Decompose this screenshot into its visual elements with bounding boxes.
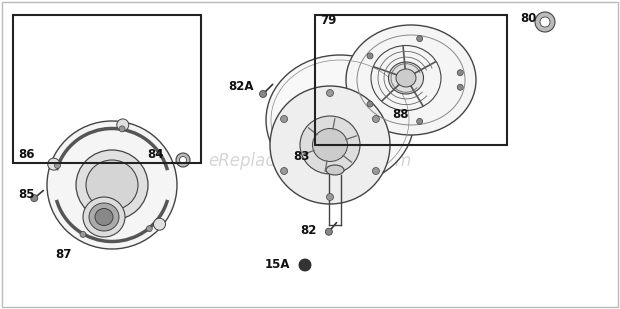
Ellipse shape — [95, 209, 113, 226]
Circle shape — [367, 53, 373, 59]
Circle shape — [457, 70, 463, 76]
Circle shape — [326, 228, 332, 235]
Ellipse shape — [326, 165, 344, 175]
Bar — [13, 15, 201, 163]
Text: 88: 88 — [392, 108, 409, 121]
Circle shape — [48, 158, 60, 170]
Ellipse shape — [346, 25, 476, 135]
Circle shape — [373, 116, 379, 122]
Circle shape — [417, 36, 423, 42]
Circle shape — [299, 259, 311, 271]
Text: eReplacementParts.com: eReplacementParts.com — [208, 152, 412, 170]
Text: 15A: 15A — [265, 259, 291, 272]
Text: 79: 79 — [320, 14, 337, 27]
Text: 87: 87 — [55, 248, 71, 261]
Text: 85: 85 — [18, 188, 35, 201]
Ellipse shape — [300, 116, 360, 174]
Text: 84: 84 — [147, 149, 164, 162]
Circle shape — [176, 153, 190, 167]
Circle shape — [417, 118, 423, 124]
Circle shape — [373, 167, 379, 175]
Circle shape — [180, 156, 187, 163]
Ellipse shape — [83, 197, 125, 237]
Text: 82: 82 — [300, 223, 316, 236]
Text: 82A: 82A — [228, 79, 254, 92]
Circle shape — [31, 195, 38, 202]
Ellipse shape — [396, 69, 416, 87]
Ellipse shape — [389, 62, 423, 94]
Circle shape — [55, 163, 61, 168]
Ellipse shape — [312, 129, 347, 162]
Text: 80: 80 — [520, 11, 536, 24]
Circle shape — [327, 193, 334, 201]
Ellipse shape — [86, 160, 138, 210]
Bar — [315, 15, 507, 145]
Ellipse shape — [89, 203, 119, 231]
Circle shape — [119, 126, 125, 132]
Circle shape — [260, 91, 267, 97]
Circle shape — [457, 84, 463, 90]
Circle shape — [540, 17, 550, 27]
Text: 83: 83 — [293, 150, 309, 163]
Circle shape — [327, 90, 334, 96]
Ellipse shape — [270, 86, 390, 204]
Text: 86: 86 — [18, 149, 35, 162]
Ellipse shape — [266, 55, 414, 185]
Circle shape — [80, 231, 86, 237]
Circle shape — [367, 101, 373, 107]
Circle shape — [281, 167, 288, 175]
Circle shape — [154, 218, 166, 230]
Circle shape — [117, 119, 129, 131]
Ellipse shape — [76, 150, 148, 220]
Circle shape — [146, 226, 153, 232]
Ellipse shape — [47, 121, 177, 249]
Circle shape — [535, 12, 555, 32]
Circle shape — [281, 116, 288, 122]
